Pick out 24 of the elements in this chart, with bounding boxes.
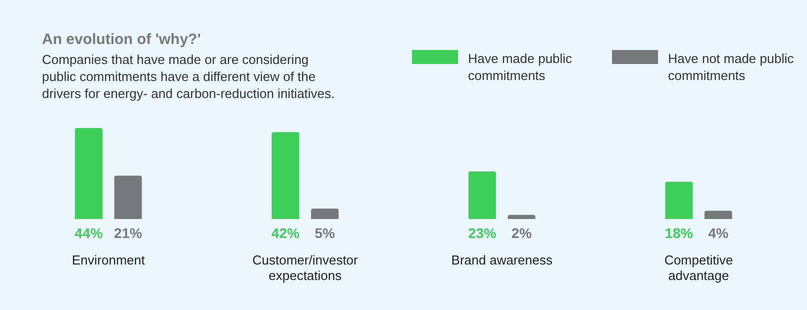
bar <box>74 128 102 219</box>
bar <box>665 182 693 219</box>
x-tick-label: Environment <box>72 252 146 268</box>
chart-title: An evolution of 'why?' <box>42 31 201 48</box>
data-label: 18% <box>664 224 694 241</box>
x-tick-label: Brand awareness <box>451 252 553 268</box>
bar <box>468 171 496 219</box>
x-tick-label: Customer/investor expectations <box>252 252 359 283</box>
bar <box>508 214 536 219</box>
x-tick-label: Competitive advantage <box>664 252 733 283</box>
data-label: 42% <box>271 224 300 241</box>
data-label: 23% <box>468 224 497 241</box>
data-label: 2% <box>511 224 532 241</box>
bar <box>311 208 339 219</box>
chart-subtitle: Companies that have made or are considering public commitments have a different view of the drivers for energy- and carbon-reduction initiatives. <box>42 51 336 102</box>
data-label: 5% <box>314 224 336 241</box>
bar <box>704 210 732 219</box>
bar <box>272 132 300 219</box>
data-label: 4% <box>708 224 729 241</box>
data-label: 44% <box>74 224 104 241</box>
legend-label: Have made public commitments <box>468 50 574 84</box>
data-label: 21% <box>114 224 143 241</box>
bar <box>114 176 142 219</box>
legend-label: Have not made public commitments <box>668 50 795 84</box>
